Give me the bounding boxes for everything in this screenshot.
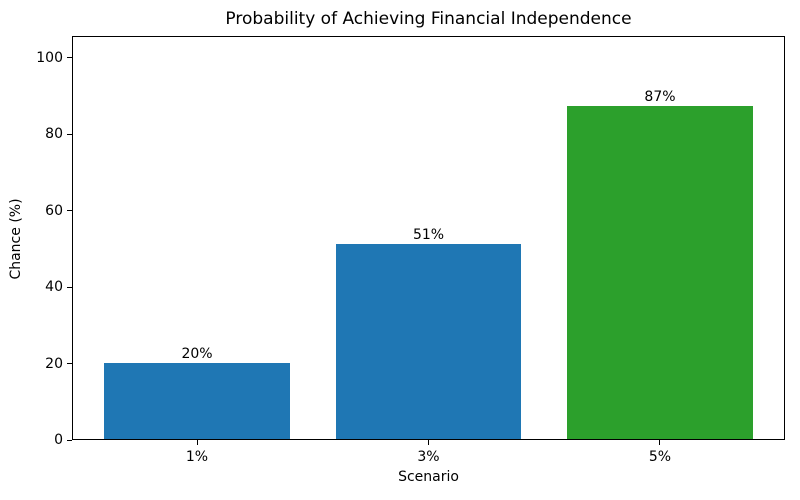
y-tick-mark: [67, 286, 72, 288]
x-tick-mark: [659, 440, 661, 445]
y-axis-label: Chance (%): [8, 198, 24, 280]
y-tick-mark: [67, 210, 72, 212]
chart-title: Probability of Achieving Financial Indep…: [225, 9, 632, 29]
bar-value-label: 51%: [412, 227, 445, 244]
y-tick-mark: [67, 439, 72, 441]
plot-area: [72, 36, 785, 440]
x-tick-label: 5%: [648, 449, 672, 465]
y-tick-mark: [67, 363, 72, 365]
x-tick-label: 3%: [417, 449, 440, 465]
bar-5pct: [567, 106, 753, 439]
y-tick-label: 80: [45, 126, 63, 143]
bar-value-label: 87%: [644, 89, 676, 106]
x-tick-mark: [196, 440, 198, 445]
bar-1pct: [104, 362, 290, 439]
y-tick-label: 0: [54, 432, 63, 448]
bar-3pct: [335, 244, 522, 439]
y-tick-label: 40: [45, 279, 63, 296]
y-tick-mark: [67, 57, 72, 59]
y-tick-label: 100: [36, 49, 63, 66]
x-tick-mark: [428, 440, 429, 445]
x-axis-label: Scenario: [398, 469, 459, 485]
x-tick-label: 1%: [185, 449, 209, 465]
y-tick-label: 20: [45, 355, 63, 372]
bar-value-label: 20%: [181, 345, 213, 362]
y-tick-label: 60: [45, 202, 63, 219]
y-tick-mark: [67, 133, 72, 135]
